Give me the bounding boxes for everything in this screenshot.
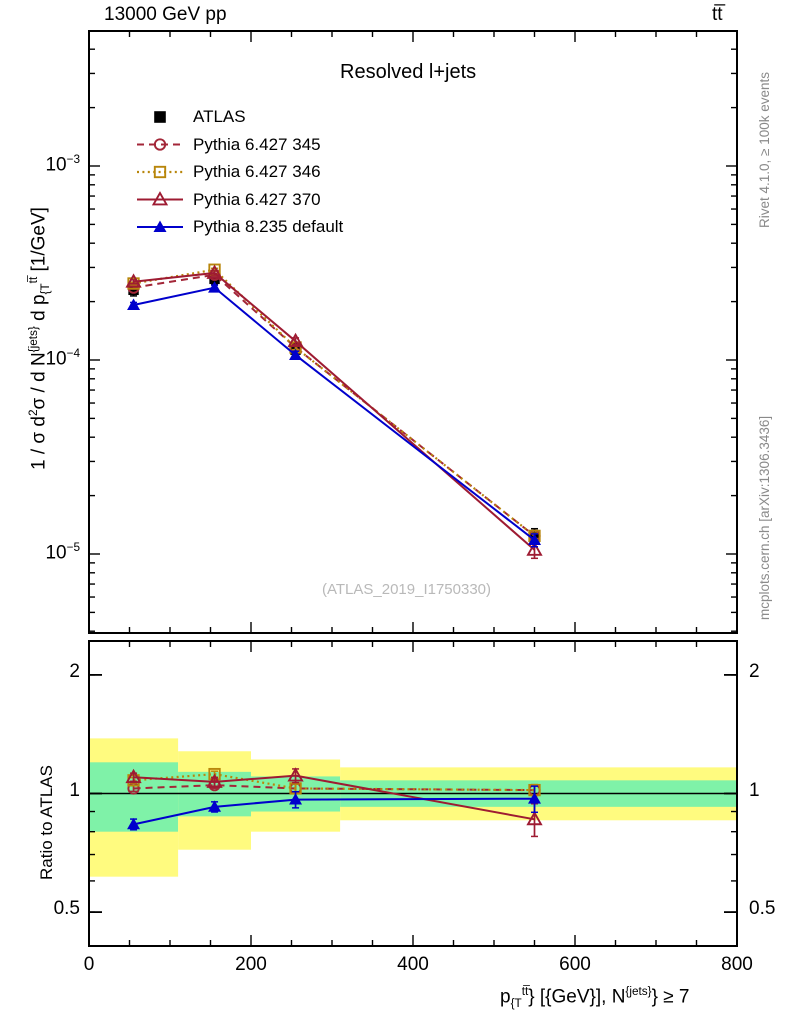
main-series-group xyxy=(125,263,543,560)
data-marker xyxy=(206,773,223,788)
tick-label: 10−5 xyxy=(45,541,80,564)
header-left: 13000 GeV pp xyxy=(104,4,227,25)
ratio-series-line xyxy=(133,797,535,826)
data-marker xyxy=(287,767,304,782)
data-marker xyxy=(153,220,167,232)
tick-label: 2 xyxy=(749,660,760,682)
data-marker xyxy=(125,273,142,288)
data-marker xyxy=(125,768,142,784)
series-line xyxy=(133,271,536,551)
data-marker xyxy=(289,348,303,361)
series-line xyxy=(133,268,536,537)
ratio-series-line xyxy=(133,784,535,792)
data-marker xyxy=(526,810,543,826)
x-axis-label: p{Ttt̅} [{GeV}], N{jets}} ≥ 7 xyxy=(500,985,690,1011)
tick-label: 1 xyxy=(749,779,760,801)
data-marker xyxy=(209,273,220,285)
legend-item-label: Pythia 6.427 370 xyxy=(193,189,321,209)
series-line xyxy=(133,286,536,541)
data-marker xyxy=(151,191,169,206)
ratio-series-line xyxy=(133,774,535,821)
data-marker xyxy=(206,264,223,279)
tick-label: 10−4 xyxy=(45,347,80,370)
x-tick-label: 800 xyxy=(721,954,753,975)
data-marker xyxy=(127,817,141,830)
data-marker xyxy=(528,792,541,804)
legend-item-label: ATLAS xyxy=(193,107,246,126)
data-marker xyxy=(208,800,222,812)
data-marker xyxy=(528,533,541,545)
data-marker xyxy=(208,281,222,293)
x-tick-label: 400 xyxy=(397,954,429,975)
data-marker xyxy=(127,298,141,310)
main-panel-frame xyxy=(88,30,738,634)
header-right: tt̅ xyxy=(712,4,723,25)
legend-item-label: Pythia 8.235 default xyxy=(193,217,344,236)
legend-item-label: Pythia 6.427 345 xyxy=(193,134,321,154)
x-tick-label: 200 xyxy=(235,954,267,975)
data-marker xyxy=(153,165,167,179)
tick-label: 2 xyxy=(69,660,80,682)
legend-markers xyxy=(137,111,183,232)
data-marker xyxy=(153,138,167,151)
x-tick-label: 600 xyxy=(559,954,591,975)
x-tick-label: 0 xyxy=(83,954,95,975)
series-line xyxy=(133,273,536,537)
tick-label: 0.5 xyxy=(749,898,776,920)
ratio-uncertainty-bands xyxy=(89,738,737,877)
data-marker xyxy=(287,332,304,348)
legend-item-label: Pythia 6.427 346 xyxy=(193,162,321,181)
dataset-watermark: (ATLAS_2019_I1750330) xyxy=(322,581,492,598)
axis-ticks xyxy=(88,31,738,946)
ratio-series-group xyxy=(125,767,543,838)
data-marker xyxy=(289,793,303,805)
panel-title: Resolved l+jets xyxy=(340,61,477,83)
data-marker xyxy=(154,111,166,123)
tick-label: 10−3 xyxy=(45,153,80,176)
tick-label: 0.5 xyxy=(53,898,80,920)
tick-label: 1 xyxy=(69,779,80,801)
data-marker xyxy=(526,541,543,556)
